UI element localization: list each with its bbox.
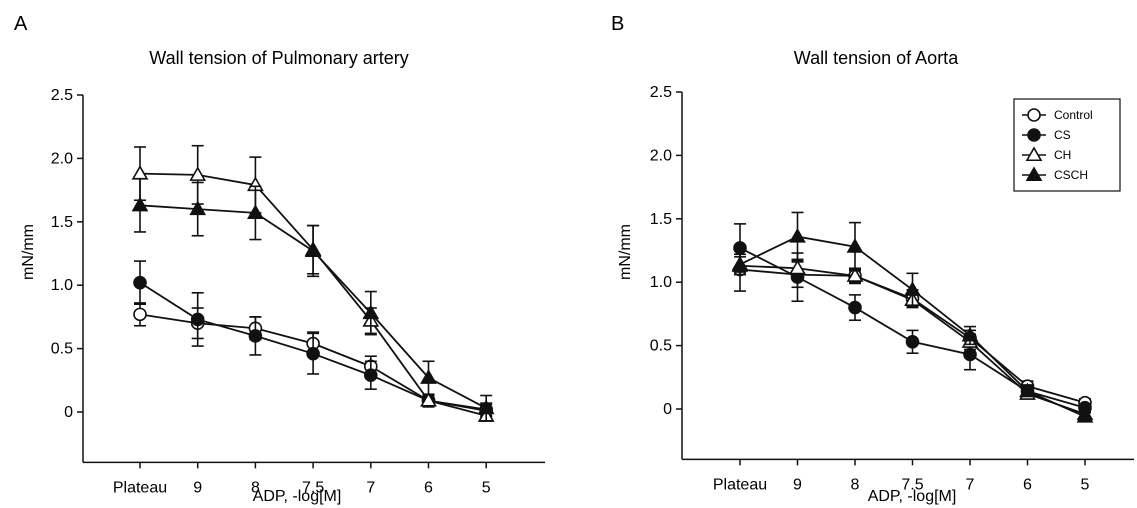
x-tick-label: 9: [193, 479, 202, 496]
panel-a-ylabel: mN/mm: [20, 224, 37, 280]
y-tick-label: 0.5: [650, 338, 672, 355]
data-point-csch: [1019, 382, 1036, 398]
data-point-cs: [190, 312, 205, 327]
x-tick-label: 6: [424, 479, 433, 496]
x-tick-label: 8: [851, 476, 860, 493]
data-point-cs: [363, 368, 378, 383]
y-tick-label: 1.5: [51, 214, 73, 231]
data-point-csch: [961, 326, 979, 342]
legend-marker-cs: [1027, 128, 1041, 142]
y-tick-label: 1.0: [650, 274, 672, 291]
y-tick-label: 0: [64, 404, 73, 421]
y-tick-label: 0.5: [51, 341, 73, 358]
data-point-csch: [846, 238, 864, 253]
y-tick-label: 2.0: [51, 150, 73, 167]
y-tick-label: 2.5: [51, 87, 73, 104]
data-point-csch: [1076, 407, 1094, 423]
data-point-csch: [420, 369, 437, 384]
x-tick-label: Plateau: [113, 479, 167, 496]
panel-a-letter: A: [14, 13, 28, 35]
panel-b-ylabel: mN/mm: [617, 224, 634, 280]
data-point-ch: [789, 259, 806, 275]
data-point-csch: [362, 304, 380, 320]
legend-label-csch: CSCH: [1054, 168, 1088, 182]
panel-a-title: Wall tension of Pulmonary artery: [149, 48, 408, 68]
data-point-ch: [846, 267, 864, 282]
panel-a-plot: 2.5 2.0 1.5 1.0 0.5 0 Plateau 9 8 7.5 7 6 5: [51, 87, 545, 496]
legend-marker-ch: [1025, 146, 1043, 162]
legend-marker-control: [1027, 108, 1041, 122]
x-tick-label: 7.5: [901, 476, 923, 493]
legend-label-control: Control: [1054, 108, 1093, 122]
legend-label-cs: CS: [1054, 128, 1071, 142]
panel-b-plot: 2.5 2.0 1.5 1.0 0.5 0 Plateau 9 8 7.5 7 6 5 Control CS…: [650, 84, 1134, 493]
x-tick-label: 5: [1081, 476, 1090, 493]
data-point-csch: [189, 200, 207, 216]
legend-marker-csch: [1025, 166, 1043, 182]
y-tick-label: 1.0: [51, 277, 73, 294]
y-tick-label: 2.5: [650, 84, 672, 101]
data-point-csch: [131, 196, 149, 212]
data-point-ch: [189, 166, 207, 181]
data-point-cs: [306, 346, 320, 361]
y-tick-label: 0: [663, 401, 672, 418]
panel-b-xlabel: ADP, -log[M]: [868, 488, 957, 505]
data-point-csch: [477, 399, 495, 415]
y-tick-label: 2.0: [650, 147, 672, 164]
legend-label-ch: CH: [1054, 148, 1071, 162]
data-point-cs: [133, 275, 147, 290]
data-point-csch: [731, 255, 749, 271]
data-point-ch: [131, 165, 149, 180]
data-point-cs: [905, 334, 920, 349]
x-tick-label: Plateau: [713, 476, 767, 493]
data-point-csch: [904, 281, 921, 296]
data-point-cs: [848, 300, 862, 315]
x-tick-label: 7: [366, 479, 375, 496]
x-tick-label: 8: [251, 479, 260, 496]
panel-b-letter: B: [611, 13, 624, 35]
y-tick-label: 1.5: [650, 211, 672, 228]
x-tick-label: 7: [966, 476, 975, 493]
x-tick-label: 9: [793, 476, 802, 493]
data-point-control: [133, 307, 147, 322]
data-point-csch: [304, 242, 322, 258]
data-point-ch: [420, 391, 437, 407]
data-point-csch: [247, 204, 264, 219]
x-tick-label: 6: [1023, 476, 1032, 493]
x-tick-label: 5: [482, 479, 491, 496]
x-tick-label: 7.5: [302, 479, 324, 496]
data-point-cs: [248, 329, 263, 343]
panel-b-title: Wall tension of Aorta: [794, 48, 959, 68]
data-point-cs: [963, 347, 977, 362]
data-point-csch: [789, 227, 806, 243]
panel-a-xlabel: ADP, -log[M]: [253, 488, 342, 505]
data-point-cs: [733, 241, 747, 255]
